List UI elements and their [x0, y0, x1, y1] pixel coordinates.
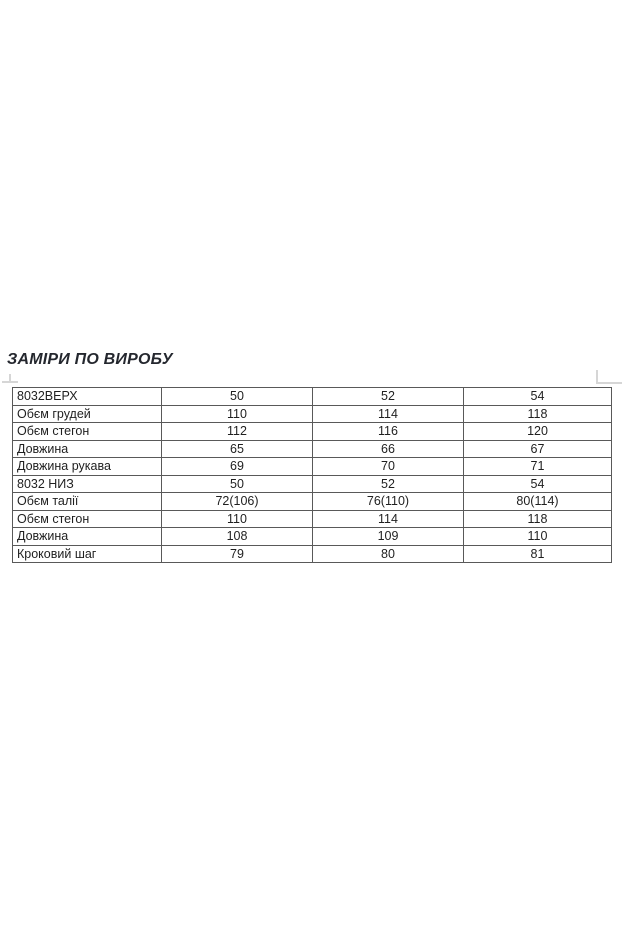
- cell-value: 72(106): [161, 492, 313, 511]
- table-row: Обєм стегон 112 116 120: [12, 422, 612, 441]
- row-label: Кроковий шаг: [12, 544, 162, 563]
- cell-value: 109: [312, 527, 464, 546]
- crop-mark-left: [2, 374, 20, 388]
- cell-value: 118: [463, 509, 612, 528]
- table-row: 8032ВЕРХ 50 52 54: [12, 387, 612, 406]
- row-label: 8032 НИЗ: [12, 474, 162, 493]
- crop-mark-right: [596, 370, 622, 384]
- table-row: Довжина рукава 69 70 71: [12, 457, 612, 476]
- cell-value: 52: [312, 387, 464, 406]
- size-measurements-table: 8032ВЕРХ 50 52 54 Обєм грудей 110 114 118 Обєм с…: [12, 387, 612, 563]
- cell-value: 80(114): [463, 492, 612, 511]
- table-row: 8032 НИЗ 50 52 54: [12, 474, 612, 493]
- cell-value: 80: [312, 544, 464, 563]
- cell-value: 79: [161, 544, 313, 563]
- cell-value: 65: [161, 439, 313, 458]
- cell-value: 110: [463, 527, 612, 546]
- cell-value: 120: [463, 422, 612, 441]
- row-label: Обєм стегон: [12, 509, 162, 528]
- table-row: Обєм стегон 110 114 118: [12, 509, 612, 528]
- cell-value: 54: [463, 387, 612, 406]
- cell-value: 116: [312, 422, 464, 441]
- cell-value: 114: [312, 404, 464, 423]
- cell-value: 67: [463, 439, 612, 458]
- cell-value: 110: [161, 509, 313, 528]
- row-label: Обєм грудей: [12, 404, 162, 423]
- crop-mark-left-horizontal: [2, 381, 18, 383]
- cell-value: 71: [463, 457, 612, 476]
- cell-value: 76(110): [312, 492, 464, 511]
- cell-value: 50: [161, 474, 313, 493]
- cell-value: 50: [161, 387, 313, 406]
- row-label: Довжина рукава: [12, 457, 162, 476]
- table-row: Кроковий шаг 79 80 81: [12, 544, 612, 563]
- cell-value: 70: [312, 457, 464, 476]
- cell-value: 52: [312, 474, 464, 493]
- crop-mark-right-horizontal: [596, 382, 622, 384]
- row-label: Довжина: [12, 439, 162, 458]
- cell-value: 114: [312, 509, 464, 528]
- crop-mark-left-vertical: [9, 374, 11, 382]
- table-row: Обєм талії 72(106) 76(110) 80(114): [12, 492, 612, 511]
- cell-value: 108: [161, 527, 313, 546]
- cell-value: 112: [161, 422, 313, 441]
- row-label: Довжина: [12, 527, 162, 546]
- cell-value: 69: [161, 457, 313, 476]
- page-title: ЗАМІРИ ПО ВИРОБУ: [7, 351, 173, 368]
- cell-value: 81: [463, 544, 612, 563]
- row-label: Обєм талії: [12, 492, 162, 511]
- table-row: Довжина 108 109 110: [12, 527, 612, 546]
- cell-value: 54: [463, 474, 612, 493]
- cell-value: 66: [312, 439, 464, 458]
- crop-mark-right-vertical: [596, 370, 598, 383]
- size-table-body: 8032ВЕРХ 50 52 54 Обєм грудей 110 114 118 Обєм с…: [12, 387, 612, 563]
- row-label: Обєм стегон: [12, 422, 162, 441]
- row-label: 8032ВЕРХ: [12, 387, 162, 406]
- cell-value: 110: [161, 404, 313, 423]
- table-row: Обєм грудей 110 114 118: [12, 404, 612, 423]
- table-row: Довжина 65 66 67: [12, 439, 612, 458]
- cell-value: 118: [463, 404, 612, 423]
